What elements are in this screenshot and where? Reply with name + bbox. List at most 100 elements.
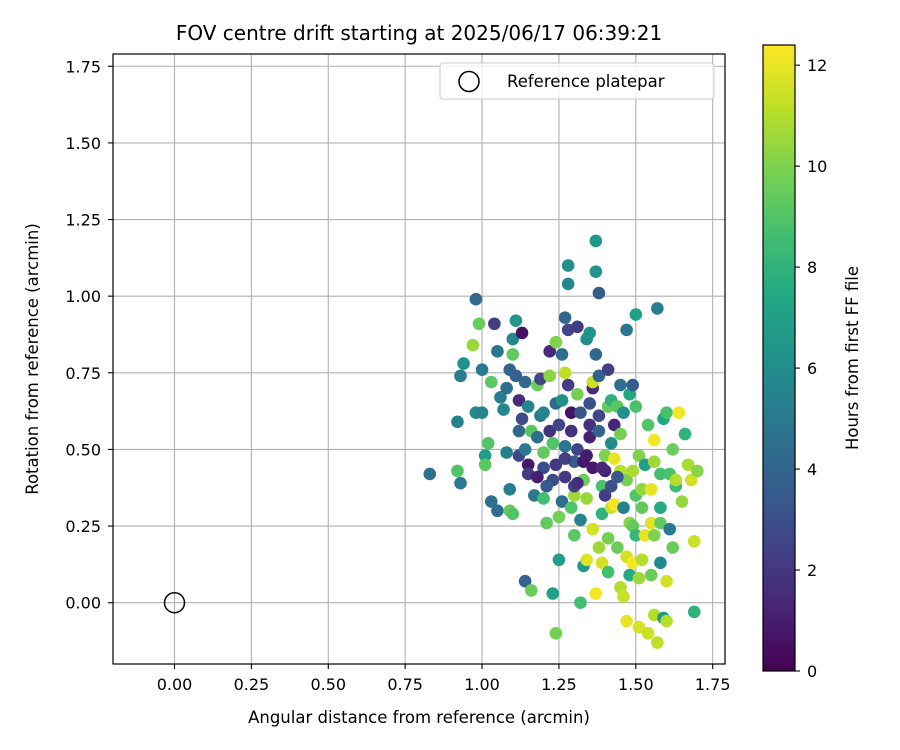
data-point <box>549 627 563 640</box>
data-point <box>592 369 606 383</box>
data-point <box>604 436 618 450</box>
data-point <box>583 418 596 432</box>
y-tick-label: 1.25 <box>65 211 101 230</box>
data-point <box>552 553 566 567</box>
legend: Reference platepar <box>439 62 715 100</box>
data-point <box>614 427 627 441</box>
data-point <box>595 507 609 521</box>
data-point <box>509 314 523 327</box>
data-point <box>552 418 566 432</box>
data-point <box>586 461 600 475</box>
data-point <box>660 614 673 628</box>
data-point <box>555 394 569 407</box>
x-axis-title: Angular distance from reference (arcmin) <box>248 708 590 727</box>
data-point <box>604 479 618 493</box>
colorbar-title: Hours from first FF file <box>843 266 862 450</box>
legend-box <box>439 62 715 100</box>
data-point <box>592 286 606 300</box>
data-point <box>595 556 609 570</box>
y-tick-label: 0.75 <box>65 364 101 383</box>
data-point <box>626 378 640 392</box>
data-point <box>574 406 587 419</box>
data-point <box>654 556 667 570</box>
data-point <box>586 522 600 536</box>
y-tick-label: 1.00 <box>65 287 101 306</box>
chart-title: FOV centre drift starting at 2025/06/17 … <box>176 21 662 45</box>
data-point <box>617 501 630 514</box>
data-point <box>469 292 483 306</box>
reference-platepar-marker <box>163 591 186 614</box>
data-point <box>537 446 550 459</box>
y-tick-label: 0.25 <box>65 517 101 536</box>
data-point <box>666 443 680 456</box>
data-point <box>451 415 464 429</box>
data-point <box>503 482 517 496</box>
data-point <box>632 449 646 462</box>
data-point <box>607 418 621 432</box>
colorbar-tick-label: 8 <box>807 258 817 277</box>
data-point <box>521 458 535 472</box>
data-point <box>561 277 575 291</box>
data-point <box>651 302 664 315</box>
data-point <box>509 369 523 383</box>
data-point <box>561 378 575 392</box>
y-tick-label: 0.00 <box>65 594 101 613</box>
data-point <box>488 317 501 331</box>
data-point <box>592 409 606 423</box>
data-point <box>451 464 464 478</box>
data-point <box>687 535 701 548</box>
data-point <box>589 234 603 248</box>
data-point <box>589 265 603 278</box>
data-point <box>561 259 575 272</box>
data-point <box>531 430 544 444</box>
colorbar-tick-label: 6 <box>807 359 817 378</box>
y-axis-title: Rotation from reference (arcmin) <box>23 223 42 495</box>
data-point <box>601 532 615 545</box>
data-point <box>580 553 593 567</box>
data-point <box>654 501 667 514</box>
x-tick-label: 0.25 <box>234 675 270 694</box>
data-point <box>521 400 535 413</box>
data-point <box>654 467 667 481</box>
data-point <box>564 501 578 514</box>
data-point <box>614 378 627 392</box>
data-point <box>558 470 572 484</box>
data-point <box>691 464 704 478</box>
data-point <box>601 565 615 579</box>
data-point <box>512 394 526 407</box>
data-point <box>635 553 649 567</box>
data-point <box>617 590 630 603</box>
data-point <box>506 332 520 346</box>
data-point <box>571 476 584 490</box>
data-point <box>555 495 569 508</box>
data-point <box>512 424 526 438</box>
data-point <box>494 391 507 404</box>
plot-frame <box>112 53 726 665</box>
x-tick-label: 1.00 <box>464 675 500 694</box>
colorbar-tick-label: 4 <box>807 460 817 479</box>
data-point <box>478 458 492 472</box>
data-point <box>629 528 643 542</box>
data-point <box>484 495 498 508</box>
data-point <box>660 574 673 588</box>
x-axis-ticks: 0.00 0.25 0.50 0.75 1.00 1.25 1.50 1.75 <box>157 664 731 694</box>
data-point <box>454 476 467 490</box>
data-point <box>457 357 470 370</box>
data-point <box>654 516 667 530</box>
data-point <box>651 636 664 649</box>
data-point <box>466 338 480 352</box>
data-point <box>629 308 643 321</box>
data-point <box>644 568 658 582</box>
reference-marker-layer <box>163 591 186 614</box>
data-point <box>543 345 557 358</box>
data-point <box>647 528 661 542</box>
data-point <box>611 541 624 554</box>
data-point <box>617 406 630 419</box>
data-point <box>564 424 578 438</box>
data-point <box>583 326 596 340</box>
data-point <box>678 427 692 441</box>
data-point <box>454 369 467 383</box>
data-point <box>666 541 680 554</box>
data-point <box>592 541 606 554</box>
data-point <box>564 406 578 419</box>
